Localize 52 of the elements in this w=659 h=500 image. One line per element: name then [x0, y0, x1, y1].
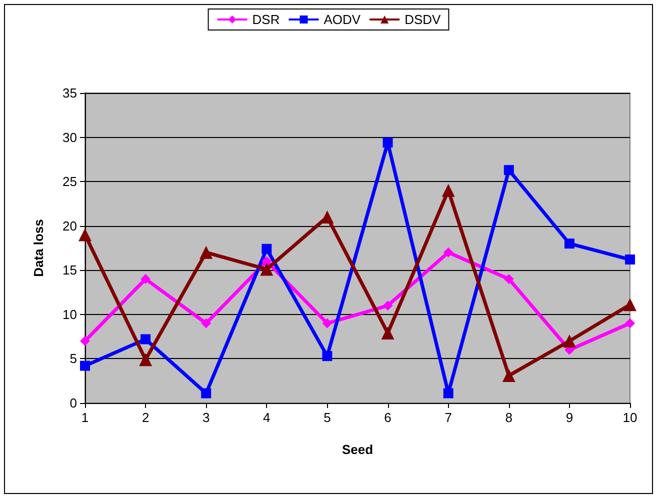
x-tick-label: 10 [622, 410, 638, 425]
x-tick-label: 8 [505, 410, 513, 425]
point [260, 262, 274, 276]
point [200, 246, 213, 259]
point [624, 298, 636, 312]
point [322, 318, 332, 328]
point [78, 228, 92, 242]
x-tick-label: 1 [81, 410, 89, 425]
x-tick-label: 6 [384, 410, 392, 425]
point [625, 318, 635, 328]
point [504, 165, 514, 176]
point [80, 336, 90, 346]
x-tick-label: 3 [202, 410, 210, 425]
x-tick-label: 5 [324, 410, 331, 425]
point [381, 326, 394, 340]
y-tick-label: 10 [62, 306, 77, 322]
x-tick-label: 4 [263, 410, 270, 425]
x-axis-title: Seed [342, 442, 374, 457]
point [502, 369, 516, 382]
point [564, 238, 574, 249]
y-tick-label: 30 [62, 130, 77, 145]
x-tick-label: 9 [566, 410, 574, 425]
x-tick-label: 7 [444, 410, 452, 425]
point [382, 138, 393, 148]
y-tick-label: 0 [70, 396, 77, 410]
point [201, 388, 212, 398]
y-tick-label: 20 [62, 218, 77, 234]
y-tick-label: 35 [62, 86, 77, 100]
point [443, 388, 454, 398]
point [443, 247, 454, 258]
point [80, 360, 90, 371]
point [262, 244, 272, 254]
point [140, 334, 151, 344]
point [139, 353, 152, 366]
legend-label: DSDV [404, 12, 442, 27]
point [320, 210, 334, 224]
point [201, 318, 212, 328]
y-tick-label: 5 [70, 351, 77, 366]
point [442, 184, 455, 197]
point [562, 334, 576, 348]
y-tick-label: 15 [62, 262, 77, 278]
y-axis-title: Data loss [31, 219, 46, 277]
y-tick-label: 25 [62, 174, 77, 190]
point [322, 351, 332, 362]
point [382, 300, 393, 311]
point [140, 274, 151, 284]
point [262, 256, 272, 266]
legend-label: AODV [324, 12, 361, 27]
legend-label: DSR [252, 12, 280, 27]
point [504, 274, 514, 284]
point [625, 254, 635, 265]
x-tick-label: 2 [142, 410, 150, 425]
